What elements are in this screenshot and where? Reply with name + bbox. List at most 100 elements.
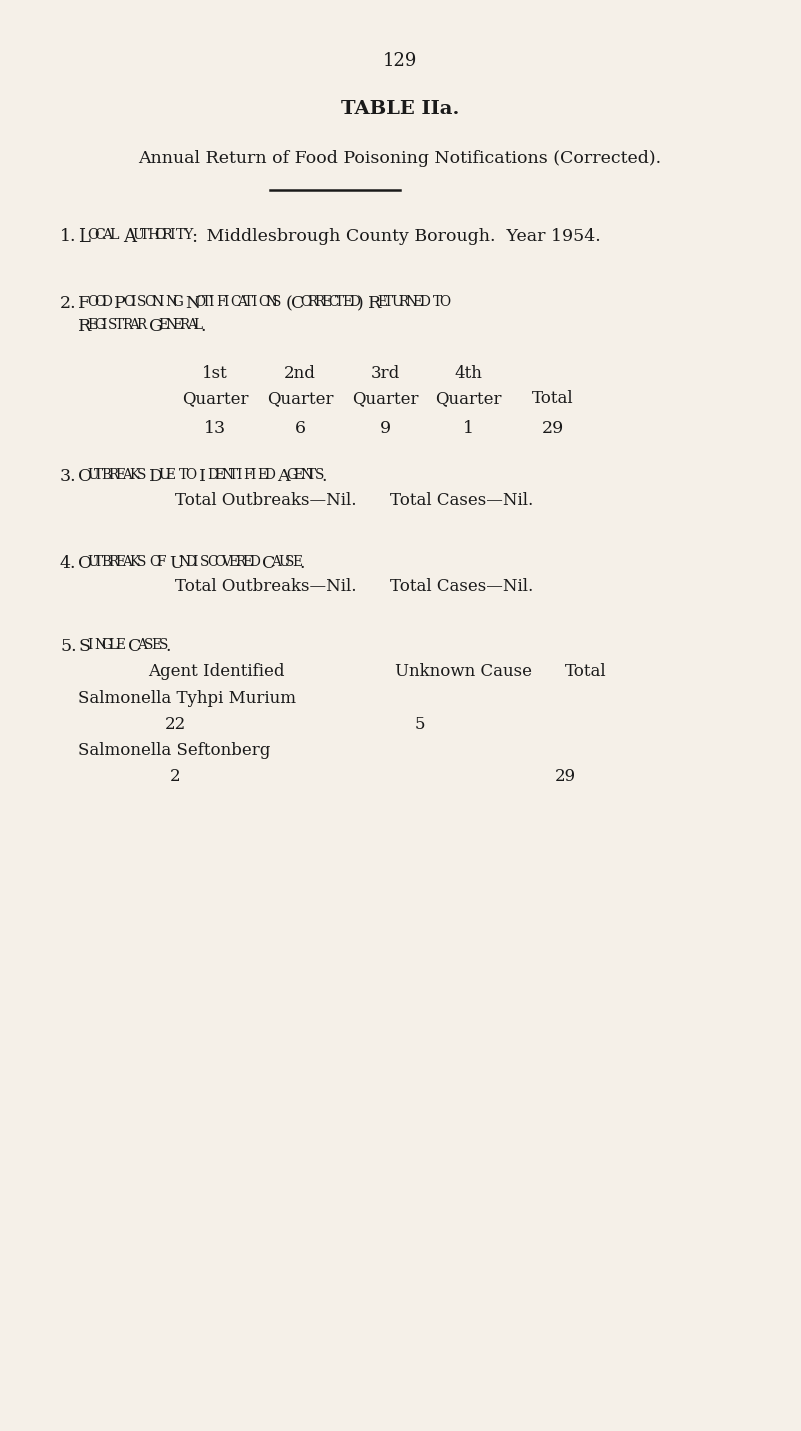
Text: O: O bbox=[78, 468, 92, 485]
Text: O: O bbox=[214, 555, 225, 570]
Text: Total Cases—Nil.: Total Cases—Nil. bbox=[390, 492, 533, 509]
Text: 13: 13 bbox=[204, 421, 226, 436]
Text: .: . bbox=[300, 555, 305, 572]
Text: E: E bbox=[166, 468, 175, 482]
Text: Total Cases—Nil.: Total Cases—Nil. bbox=[390, 578, 533, 595]
Text: A: A bbox=[129, 318, 139, 332]
Text: T: T bbox=[384, 295, 393, 309]
Text: G: G bbox=[150, 318, 163, 335]
Text: 4.: 4. bbox=[60, 555, 77, 572]
Text: S: S bbox=[315, 468, 324, 482]
Text: I: I bbox=[87, 638, 92, 653]
Text: R: R bbox=[314, 295, 324, 309]
Text: Agent Identified: Agent Identified bbox=[148, 663, 284, 680]
Text: Total Outbreaks—Nil.: Total Outbreaks—Nil. bbox=[175, 492, 356, 509]
Text: 2: 2 bbox=[170, 768, 180, 786]
Text: S: S bbox=[159, 638, 168, 653]
Text: N: N bbox=[179, 555, 191, 570]
Text: T: T bbox=[94, 468, 103, 482]
Text: S: S bbox=[78, 638, 90, 655]
Text: C: C bbox=[207, 555, 217, 570]
Text: N: N bbox=[265, 295, 277, 309]
Text: G: G bbox=[172, 295, 183, 309]
Text: S: S bbox=[285, 555, 295, 570]
Text: E: E bbox=[321, 295, 331, 309]
Text: U: U bbox=[87, 555, 99, 570]
Text: N: N bbox=[186, 295, 201, 312]
Text: P: P bbox=[115, 295, 126, 312]
Text: 4th: 4th bbox=[454, 365, 482, 382]
Text: N: N bbox=[405, 295, 417, 309]
Text: T: T bbox=[94, 555, 103, 570]
Text: B: B bbox=[101, 468, 111, 482]
Text: K: K bbox=[129, 468, 139, 482]
Text: Quarter: Quarter bbox=[435, 391, 501, 406]
Text: 5.: 5. bbox=[60, 638, 77, 655]
Text: N: N bbox=[222, 468, 234, 482]
Text: 9: 9 bbox=[380, 421, 391, 436]
Text: O: O bbox=[300, 295, 311, 309]
Text: (: ( bbox=[285, 295, 292, 312]
Text: U: U bbox=[132, 228, 144, 242]
Text: N: N bbox=[166, 295, 177, 309]
Text: E: E bbox=[172, 318, 183, 332]
Text: B: B bbox=[101, 555, 111, 570]
Text: A: A bbox=[123, 468, 132, 482]
Text: I: I bbox=[209, 295, 214, 309]
Text: Salmonella Tyhpi Murium: Salmonella Tyhpi Murium bbox=[78, 690, 296, 707]
Text: O: O bbox=[94, 295, 105, 309]
Text: I: I bbox=[223, 295, 228, 309]
Text: C: C bbox=[328, 295, 339, 309]
Text: D: D bbox=[264, 468, 275, 482]
Text: I: I bbox=[250, 468, 256, 482]
Text: Quarter: Quarter bbox=[267, 391, 333, 406]
Text: L: L bbox=[194, 318, 203, 332]
Text: I: I bbox=[131, 295, 135, 309]
Text: 2.: 2. bbox=[60, 295, 77, 312]
Text: Total: Total bbox=[532, 391, 574, 406]
Text: O: O bbox=[150, 555, 160, 570]
Text: N: N bbox=[94, 638, 106, 653]
Text: 29: 29 bbox=[541, 421, 564, 436]
Text: O: O bbox=[87, 295, 99, 309]
Text: 6: 6 bbox=[295, 421, 305, 436]
Text: D: D bbox=[249, 555, 260, 570]
Text: F: F bbox=[243, 468, 252, 482]
Text: I: I bbox=[199, 468, 206, 485]
Text: S: S bbox=[137, 295, 147, 309]
Text: Annual Return of Food Poisoning Notifications (Corrected).: Annual Return of Food Poisoning Notifica… bbox=[139, 150, 662, 167]
Text: D: D bbox=[101, 295, 112, 309]
Text: :: : bbox=[191, 228, 197, 246]
Text: Quarter: Quarter bbox=[182, 391, 248, 406]
Text: G: G bbox=[286, 468, 297, 482]
Text: Middlesbrough County Borough.  Year 1954.: Middlesbrough County Borough. Year 1954. bbox=[201, 228, 601, 245]
Text: I: I bbox=[236, 468, 241, 482]
Text: G: G bbox=[94, 318, 105, 332]
Text: C: C bbox=[262, 555, 276, 572]
Text: E: E bbox=[115, 468, 125, 482]
Text: S: S bbox=[199, 555, 209, 570]
Text: I: I bbox=[169, 228, 175, 242]
Text: Total Outbreaks—Nil.: Total Outbreaks—Nil. bbox=[175, 578, 356, 595]
Text: I: I bbox=[251, 295, 256, 309]
Text: A: A bbox=[137, 638, 147, 653]
Text: E: E bbox=[257, 468, 267, 482]
Text: D: D bbox=[150, 468, 163, 485]
Text: S: S bbox=[136, 468, 146, 482]
Text: Y: Y bbox=[183, 228, 193, 242]
Text: T: T bbox=[335, 295, 344, 309]
Text: C: C bbox=[230, 295, 240, 309]
Text: U: U bbox=[391, 295, 403, 309]
Text: S: S bbox=[108, 318, 118, 332]
Text: T: T bbox=[202, 295, 211, 309]
Text: T: T bbox=[179, 468, 187, 482]
Text: U: U bbox=[159, 468, 170, 482]
Text: 1: 1 bbox=[462, 421, 473, 436]
Text: N: N bbox=[151, 295, 163, 309]
Text: E: E bbox=[242, 555, 252, 570]
Text: R: R bbox=[123, 318, 132, 332]
Text: F: F bbox=[156, 555, 166, 570]
Text: 3rd: 3rd bbox=[370, 365, 400, 382]
Text: S: S bbox=[144, 638, 154, 653]
Text: E: E bbox=[151, 638, 161, 653]
